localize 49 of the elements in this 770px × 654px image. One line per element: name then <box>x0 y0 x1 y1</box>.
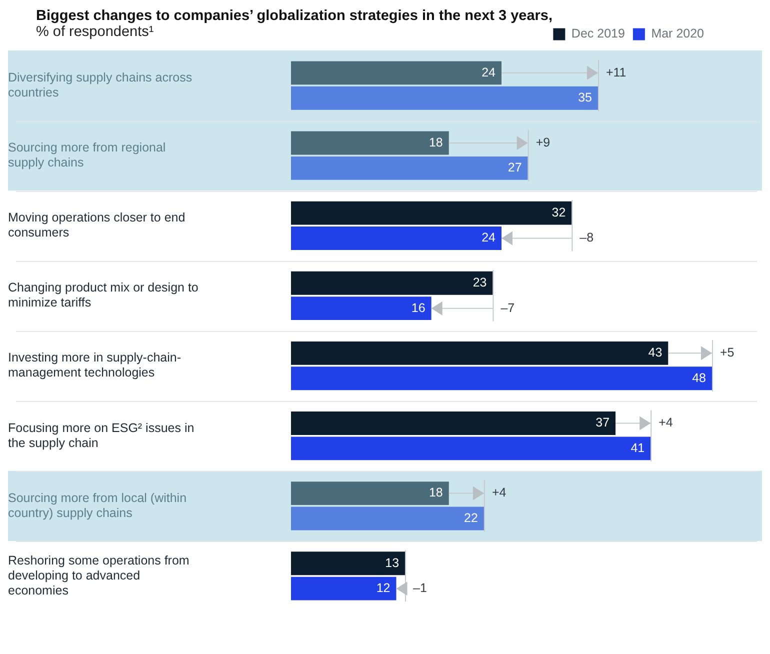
data-label: 35 <box>578 90 592 105</box>
data-label: 32 <box>552 206 566 220</box>
annotation: –7 <box>500 300 515 315</box>
annotation: +9 <box>536 135 550 150</box>
bar <box>291 271 493 295</box>
data-label: 41 <box>630 440 645 455</box>
bar <box>291 506 484 530</box>
data-label: 43 <box>648 346 662 360</box>
data-label: 48 <box>692 370 706 385</box>
data-label: 18 <box>428 486 443 500</box>
data-label: 23 <box>472 276 487 290</box>
annotation: +5 <box>720 346 734 360</box>
bar <box>291 201 572 225</box>
annotation: +4 <box>658 416 673 430</box>
bar <box>291 341 668 365</box>
bar <box>291 131 449 155</box>
chart-title: Biggest changes to companies’ globalization strategies in the next 3 years, <box>36 8 554 24</box>
bar <box>291 436 651 460</box>
data-label: 27 <box>508 160 522 175</box>
bar <box>291 61 502 85</box>
y-tick-label: Diversifying supply chains across countries <box>8 70 192 100</box>
y-tick-label: Investing more in supply-chain-management technologies <box>8 350 181 380</box>
annotation: +4 <box>492 486 506 500</box>
annotation: –1 <box>413 581 427 596</box>
text: % of respondents¹ <box>36 24 154 40</box>
data-label: 16 <box>411 300 426 315</box>
bar <box>291 86 598 110</box>
y-tick-label: Moving operations closer to end consumers <box>8 210 186 240</box>
legend-label: Dec 2019 <box>571 26 625 41</box>
annotation: +11 <box>606 65 626 80</box>
legend-label: Mar 2020 <box>651 26 704 41</box>
data-label: 24 <box>482 65 496 80</box>
data-label: 13 <box>385 556 400 570</box>
data-label: 37 <box>596 416 610 430</box>
data-label: 12 <box>376 581 390 596</box>
bar <box>291 412 616 435</box>
y-tick-label: Sourcing more from local (within country) supply chains <box>8 490 187 520</box>
bar <box>291 482 449 506</box>
y-tick-label: Sourcing more from regional supply chains <box>8 140 166 170</box>
y-tick-label: Reshoring some operations from developing to advanced economies <box>8 553 190 598</box>
bar <box>291 366 712 390</box>
bar <box>291 156 528 180</box>
data-label: 24 <box>482 230 496 245</box>
data-label: 18 <box>428 135 443 150</box>
bar <box>291 552 406 576</box>
data-label: 22 <box>464 510 478 525</box>
annotation: –8 <box>580 230 594 245</box>
y-tick-label: Focusing more on ESG² issues in the supply chain <box>8 420 194 450</box>
y-tick-label: Changing product mix or design to minimize tariffs <box>8 280 198 310</box>
